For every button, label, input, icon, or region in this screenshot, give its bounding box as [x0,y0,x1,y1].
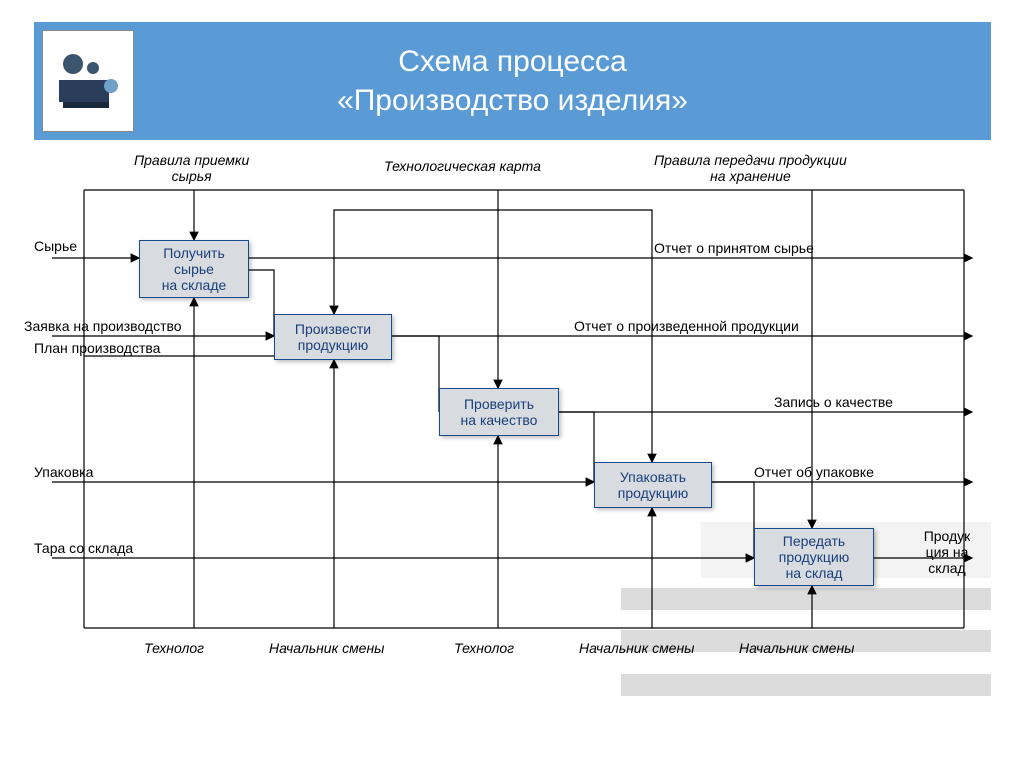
mechanism-label: Технолог [454,640,514,656]
input-label: Упаковка [34,464,93,480]
input-label: План производства [34,340,160,356]
output-label: Отчет о принятом сырье [654,240,814,256]
title-line1: Схема процесса [398,45,627,78]
control-label: Правила передачи продукциина хранение [654,152,847,184]
node-label: Получитьсырьена складе [162,245,227,293]
control-label: Технологическая карта [384,158,541,174]
node-label: Произвестипродукцию [295,321,371,353]
node-label: Проверитьна качество [461,396,538,428]
process-node: Произвестипродукцию [274,314,392,360]
slide-title: Схема процесса «Производство изделия» [337,42,688,120]
output-label: Продукция насклад [912,528,982,576]
title-line2: «Производство изделия» [337,84,688,117]
output-label: Запись о качестве [774,394,893,410]
decor-stripe [621,588,991,610]
input-label: Сырье [34,238,77,254]
process-node: Получитьсырьена складе [139,240,249,298]
input-label: Тара со склада [34,540,133,556]
node-label: Передатьпродукциюна склад [779,533,849,581]
mechanism-label: Технолог [144,640,204,656]
mechanism-label: Начальник смены [739,640,854,656]
process-node: Проверитьна качество [439,388,559,436]
slide-icon [42,30,134,132]
process-node: Передатьпродукциюна склад [754,528,874,586]
mechanism-label: Начальник смены [269,640,384,656]
input-label: Заявка на производство [24,318,182,334]
output-label: Отчет о произведенной продукции [574,318,799,334]
machine-icon [53,46,123,116]
decor-stripe [621,674,991,696]
output-label: Отчет об упаковке [754,464,874,480]
mechanism-label: Начальник смены [579,640,694,656]
process-node: Упаковатьпродукцию [594,462,712,508]
slide-header: Схема процесса «Производство изделия» [34,22,991,140]
node-label: Упаковатьпродукцию [618,469,688,501]
process-diagram: Получитьсырьена складе Произвестипродукц… [34,150,991,710]
control-label: Правила приемкисырья [134,152,249,184]
